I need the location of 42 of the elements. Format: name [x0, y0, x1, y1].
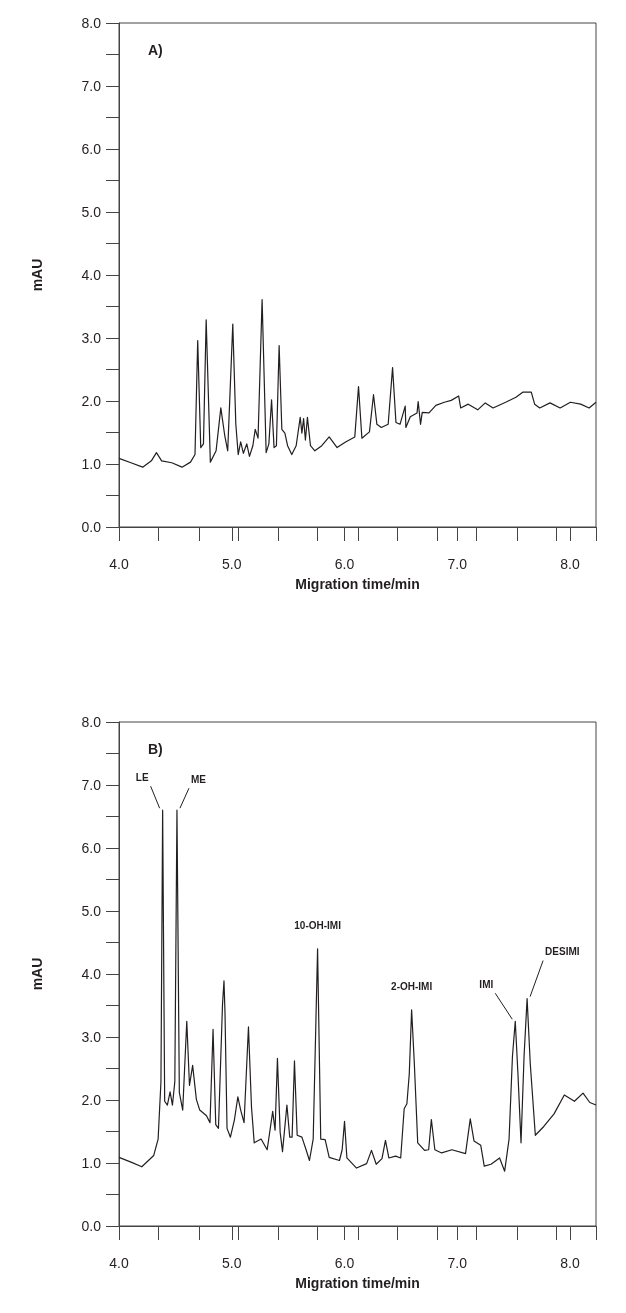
y-tick-label: 6.0 [81, 840, 102, 856]
y-tick-label: 0.0 [81, 1218, 102, 1234]
y-tick-label: 7.0 [81, 78, 102, 94]
annotation: ME [190, 773, 207, 785]
annotation: B) [148, 741, 163, 757]
x-tick-label: 4.0 [109, 556, 129, 572]
y-tick-label: 4.0 [81, 966, 102, 982]
y-tick-label: 7.0 [81, 777, 102, 793]
x-tick-label: 5.0 [222, 556, 242, 572]
y-tick-label: 2.0 [81, 1092, 102, 1108]
x-tick-label: 7.0 [447, 1255, 468, 1271]
annotation: A) [148, 42, 163, 58]
x-tick-label: 6.0 [334, 1255, 355, 1271]
y-tick-label: 1.0 [81, 456, 102, 472]
y-tick-label: 8.0 [81, 714, 102, 730]
x-tick-label: 4.0 [109, 1255, 129, 1271]
y-axis-title: mAU [29, 258, 45, 292]
y-tick-label: 4.0 [81, 267, 102, 283]
x-axis-title: Migration time/min [295, 1275, 420, 1291]
y-tick-label: 3.0 [81, 330, 102, 346]
x-tick-label: 8.0 [560, 556, 581, 572]
annotation: IMI [479, 978, 494, 990]
y-tick-label: 5.0 [81, 204, 102, 220]
y-tick-label: 1.0 [81, 1155, 102, 1171]
y-tick-label: 2.0 [81, 393, 102, 409]
y-tick-label: 3.0 [81, 1029, 102, 1045]
line-series [118, 809, 597, 1172]
y-tick-label: 5.0 [81, 903, 102, 919]
y-tick-label: 8.0 [81, 15, 102, 31]
annotation: LE [135, 771, 149, 783]
y-tick-label: 0.0 [81, 519, 102, 535]
line-series [118, 298, 597, 468]
annotation: 10-OH-IMI [294, 920, 342, 932]
x-axis-title: Migration time/min [295, 576, 420, 592]
annotation: 2-OH-IMI [391, 981, 433, 993]
x-tick-label: 7.0 [447, 556, 468, 572]
annotation: DESIMI [545, 946, 580, 958]
x-tick-label: 5.0 [222, 1255, 242, 1271]
y-tick-label: 6.0 [81, 141, 102, 157]
y-axis-title: mAU [29, 957, 45, 991]
x-tick-label: 8.0 [560, 1255, 581, 1271]
x-tick-label: 6.0 [334, 556, 355, 572]
